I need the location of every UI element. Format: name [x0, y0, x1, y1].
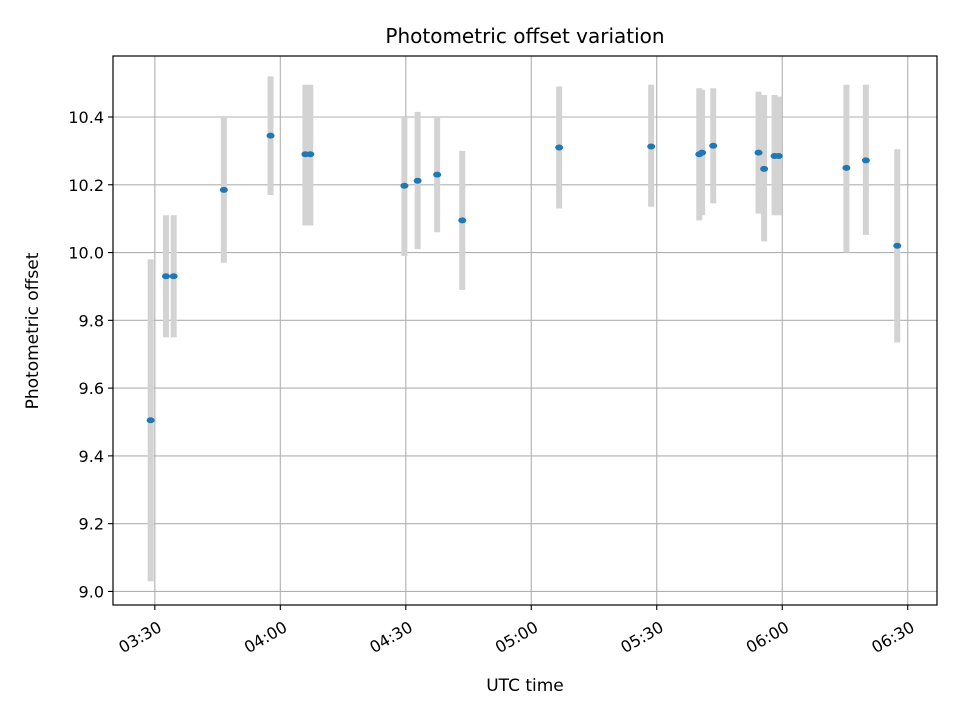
x-tick-label: 06:30 [868, 617, 917, 657]
data-point [709, 142, 718, 149]
y-axis-ticks: 9.0 9.2 9.4 9.6 9.8 10.0 10.2 10.4 [68, 108, 113, 601]
x-tick-label: 05:00 [492, 617, 541, 657]
data-point [169, 273, 178, 280]
x-tick-label: 03:30 [115, 617, 164, 657]
data-points [146, 132, 902, 424]
data-point [698, 149, 707, 156]
data-point [413, 177, 422, 184]
y-tick-label: 9.8 [79, 311, 104, 330]
data-point [754, 149, 763, 156]
data-point [861, 157, 870, 164]
y-tick-label: 10.4 [68, 108, 104, 127]
plot-frame [112, 55, 938, 606]
y-tick-label: 9.0 [79, 582, 104, 601]
y-axis-title: Photometric offset [23, 252, 43, 409]
x-tick-label: 04:00 [241, 617, 290, 657]
data-point [760, 165, 769, 172]
x-tick-label: 05:30 [617, 617, 666, 657]
grid [113, 56, 937, 605]
data-point [400, 182, 409, 189]
data-point [146, 417, 155, 424]
y-tick-label: 10.2 [68, 176, 104, 195]
data-point [555, 144, 564, 151]
y-tick-label: 10.0 [68, 244, 104, 263]
data-point [266, 132, 275, 139]
data-point [458, 217, 467, 224]
y-tick-label: 9.2 [79, 515, 104, 534]
x-axis-title: UTC time [486, 676, 564, 696]
data-point [842, 164, 851, 171]
data-point [774, 152, 783, 159]
data-point [647, 143, 656, 150]
data-point [893, 242, 902, 249]
data-point [433, 171, 442, 178]
y-tick-label: 9.4 [79, 447, 104, 466]
data-point [306, 151, 315, 158]
y-tick-label: 9.6 [79, 379, 104, 398]
x-tick-label: 04:30 [366, 617, 415, 657]
x-tick-label: 06:00 [743, 617, 792, 657]
x-axis-ticks: 03:30 04:00 04:30 05:00 05:30 06:00 06:30 [115, 605, 918, 657]
error-bars [147, 76, 901, 582]
data-point [161, 273, 170, 280]
data-point [219, 186, 228, 193]
chart-title: Photometric offset variation [385, 24, 664, 48]
